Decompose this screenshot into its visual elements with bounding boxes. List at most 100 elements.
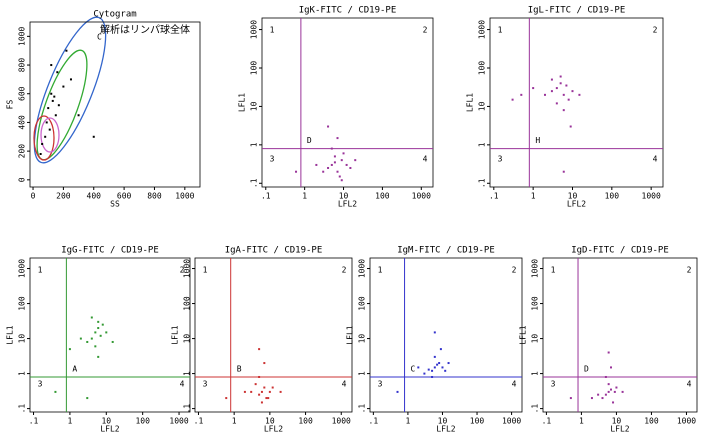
event-dot <box>555 102 558 105</box>
event-dot <box>65 49 68 52</box>
x-tick-label: 100 <box>644 417 659 426</box>
quadrant-label: 1 <box>551 266 556 275</box>
y-tick-label: 1000 <box>531 259 540 278</box>
x-tick-label: 10 <box>612 417 622 426</box>
y-tick-label: 1 <box>478 142 487 147</box>
y-tick-label: 1000 <box>358 259 367 278</box>
x-tick-label: 1000 <box>175 192 194 201</box>
event-dot <box>349 166 352 169</box>
event-dot <box>607 383 610 386</box>
event-dot <box>621 390 624 393</box>
event-dot <box>562 109 565 112</box>
x-tick-label: .1 <box>194 417 204 426</box>
quadrant-label: 4 <box>687 380 692 389</box>
event-dot <box>417 366 420 369</box>
event-dot <box>396 390 399 393</box>
event-dot <box>327 125 330 128</box>
event-dot <box>562 93 565 96</box>
event-dot <box>265 397 268 400</box>
event-dot <box>438 362 441 365</box>
x-tick-label: 100 <box>298 417 313 426</box>
y-axis-label: LFL1 <box>6 325 15 344</box>
event-dot <box>315 163 318 166</box>
quadrant-label: 3 <box>270 155 275 164</box>
x-tick-label: 1000 <box>169 417 188 426</box>
event-dot <box>340 159 343 162</box>
event-dot <box>511 98 514 101</box>
x-tick-label: 10 <box>101 417 111 426</box>
gate-ellipse <box>40 117 60 153</box>
event-dot <box>532 87 535 90</box>
y-tick-label: 1 <box>250 142 259 147</box>
event-dot <box>338 175 341 178</box>
y-tick-label: 800 <box>18 58 27 73</box>
event-dot <box>336 170 339 173</box>
x-axis-label: LFL2 <box>338 200 357 209</box>
event-dot <box>54 114 57 117</box>
x-tick-label: 1000 <box>502 417 521 426</box>
quadrant-label: 4 <box>342 380 347 389</box>
event-dot <box>92 135 95 138</box>
y-tick-label: .1 <box>250 178 259 188</box>
event-dot <box>111 340 114 343</box>
gate-ellipse <box>36 49 88 161</box>
quadrant-label: 2 <box>653 26 658 35</box>
event-dot <box>99 334 102 337</box>
y-tick-label: 1 <box>183 371 192 376</box>
y-tick-label: 100 <box>531 296 540 311</box>
y-tick-label: .1 <box>478 178 487 188</box>
event-dot <box>431 369 434 372</box>
y-axis-label: LFL1 <box>346 325 355 344</box>
gate-ellipse <box>33 16 107 164</box>
event-dot <box>569 125 572 128</box>
event-dot <box>610 366 613 369</box>
plot-frame <box>369 257 523 413</box>
y-tick-label: 10 <box>478 101 487 111</box>
y-tick-label: 0 <box>18 177 27 182</box>
x-tick-label: 1 <box>302 192 307 201</box>
event-dot <box>48 128 51 131</box>
event-dot <box>44 135 47 138</box>
event-dot <box>433 355 436 358</box>
x-tick-label: 1000 <box>412 192 431 201</box>
event-dot <box>447 362 450 365</box>
y-axis-label: FS <box>6 100 15 110</box>
event-dot <box>550 90 553 93</box>
event-dot <box>86 397 89 400</box>
event-dot <box>354 159 357 162</box>
x-axis-label: LFL2 <box>436 425 455 433</box>
x-tick-label: 10 <box>265 417 275 426</box>
x-tick-label: .1 <box>542 417 552 426</box>
event-dot <box>610 388 613 391</box>
y-tick-label: 100 <box>358 296 367 311</box>
quadrant-label: 2 <box>512 266 517 275</box>
quadrant-label: 3 <box>203 380 208 389</box>
quadrant-label: 3 <box>378 380 383 389</box>
y-tick-label: 1 <box>531 371 540 376</box>
event-dot <box>550 78 553 81</box>
event-dot <box>260 401 263 404</box>
y-tick-label: .1 <box>531 404 540 414</box>
gate-label: C <box>411 364 416 373</box>
event-dot <box>105 331 108 334</box>
chart-title: IgK-FITC / CD19-PE <box>299 6 397 16</box>
x-tick-label: 0 <box>31 192 36 201</box>
y-tick-label: 1000 <box>17 27 26 46</box>
gate-label: A <box>72 364 77 373</box>
event-dot <box>565 84 568 87</box>
x-tick-label: .1 <box>29 417 39 426</box>
x-tick-label: .1 <box>261 192 271 201</box>
x-tick-label: .1 <box>489 192 499 201</box>
event-dot <box>333 155 336 158</box>
x-tick-label: 1 <box>531 192 536 201</box>
quadrant-label: 3 <box>38 380 43 389</box>
event-dot <box>607 351 610 354</box>
quadrant-label: 2 <box>687 266 692 275</box>
event-dot <box>54 390 57 393</box>
y-tick-label: .1 <box>183 404 192 414</box>
quadrant-label: 1 <box>38 266 43 275</box>
gate-label: H <box>535 136 540 145</box>
event-dot <box>69 78 72 81</box>
quadrant-label: 1 <box>498 26 503 35</box>
